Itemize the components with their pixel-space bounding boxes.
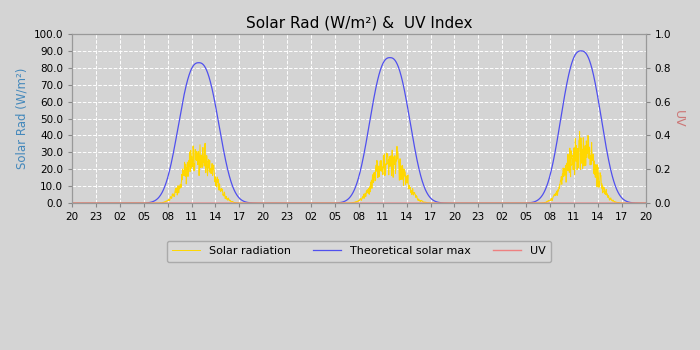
Theoretical solar max bbox=[577, 49, 585, 53]
Theoretical solar max bbox=[568, 59, 577, 63]
Solar radiation bbox=[167, 196, 176, 201]
Theoretical solar max bbox=[167, 160, 176, 164]
UV bbox=[313, 201, 321, 205]
Solar radiation bbox=[288, 201, 296, 205]
Y-axis label: UV: UV bbox=[672, 110, 685, 127]
Solar radiation bbox=[575, 130, 584, 134]
Line: Solar radiation: Solar radiation bbox=[72, 132, 645, 203]
UV bbox=[568, 201, 577, 205]
Solar radiation bbox=[568, 157, 577, 161]
Theoretical solar max bbox=[288, 201, 296, 205]
UV bbox=[133, 201, 141, 205]
UV bbox=[68, 201, 76, 205]
Title: Solar Rad (W/m²) &  UV Index: Solar Rad (W/m²) & UV Index bbox=[246, 15, 472, 30]
Y-axis label: Solar Rad (W/m²): Solar Rad (W/m²) bbox=[15, 68, 28, 169]
Theoretical solar max bbox=[641, 201, 650, 205]
UV bbox=[630, 201, 638, 205]
Theoretical solar max bbox=[68, 201, 76, 205]
UV bbox=[288, 201, 296, 205]
Solar radiation bbox=[133, 201, 141, 205]
Solar radiation bbox=[641, 201, 650, 205]
UV bbox=[641, 201, 650, 205]
Theoretical solar max bbox=[313, 201, 321, 205]
Solar radiation bbox=[68, 201, 76, 205]
Theoretical solar max bbox=[133, 201, 141, 205]
UV bbox=[167, 201, 176, 205]
Line: Theoretical solar max: Theoretical solar max bbox=[72, 51, 645, 203]
Solar radiation bbox=[630, 201, 638, 205]
Legend: Solar radiation, Theoretical solar max, UV: Solar radiation, Theoretical solar max, … bbox=[167, 241, 551, 262]
Theoretical solar max bbox=[630, 201, 638, 205]
Solar radiation bbox=[313, 201, 321, 205]
